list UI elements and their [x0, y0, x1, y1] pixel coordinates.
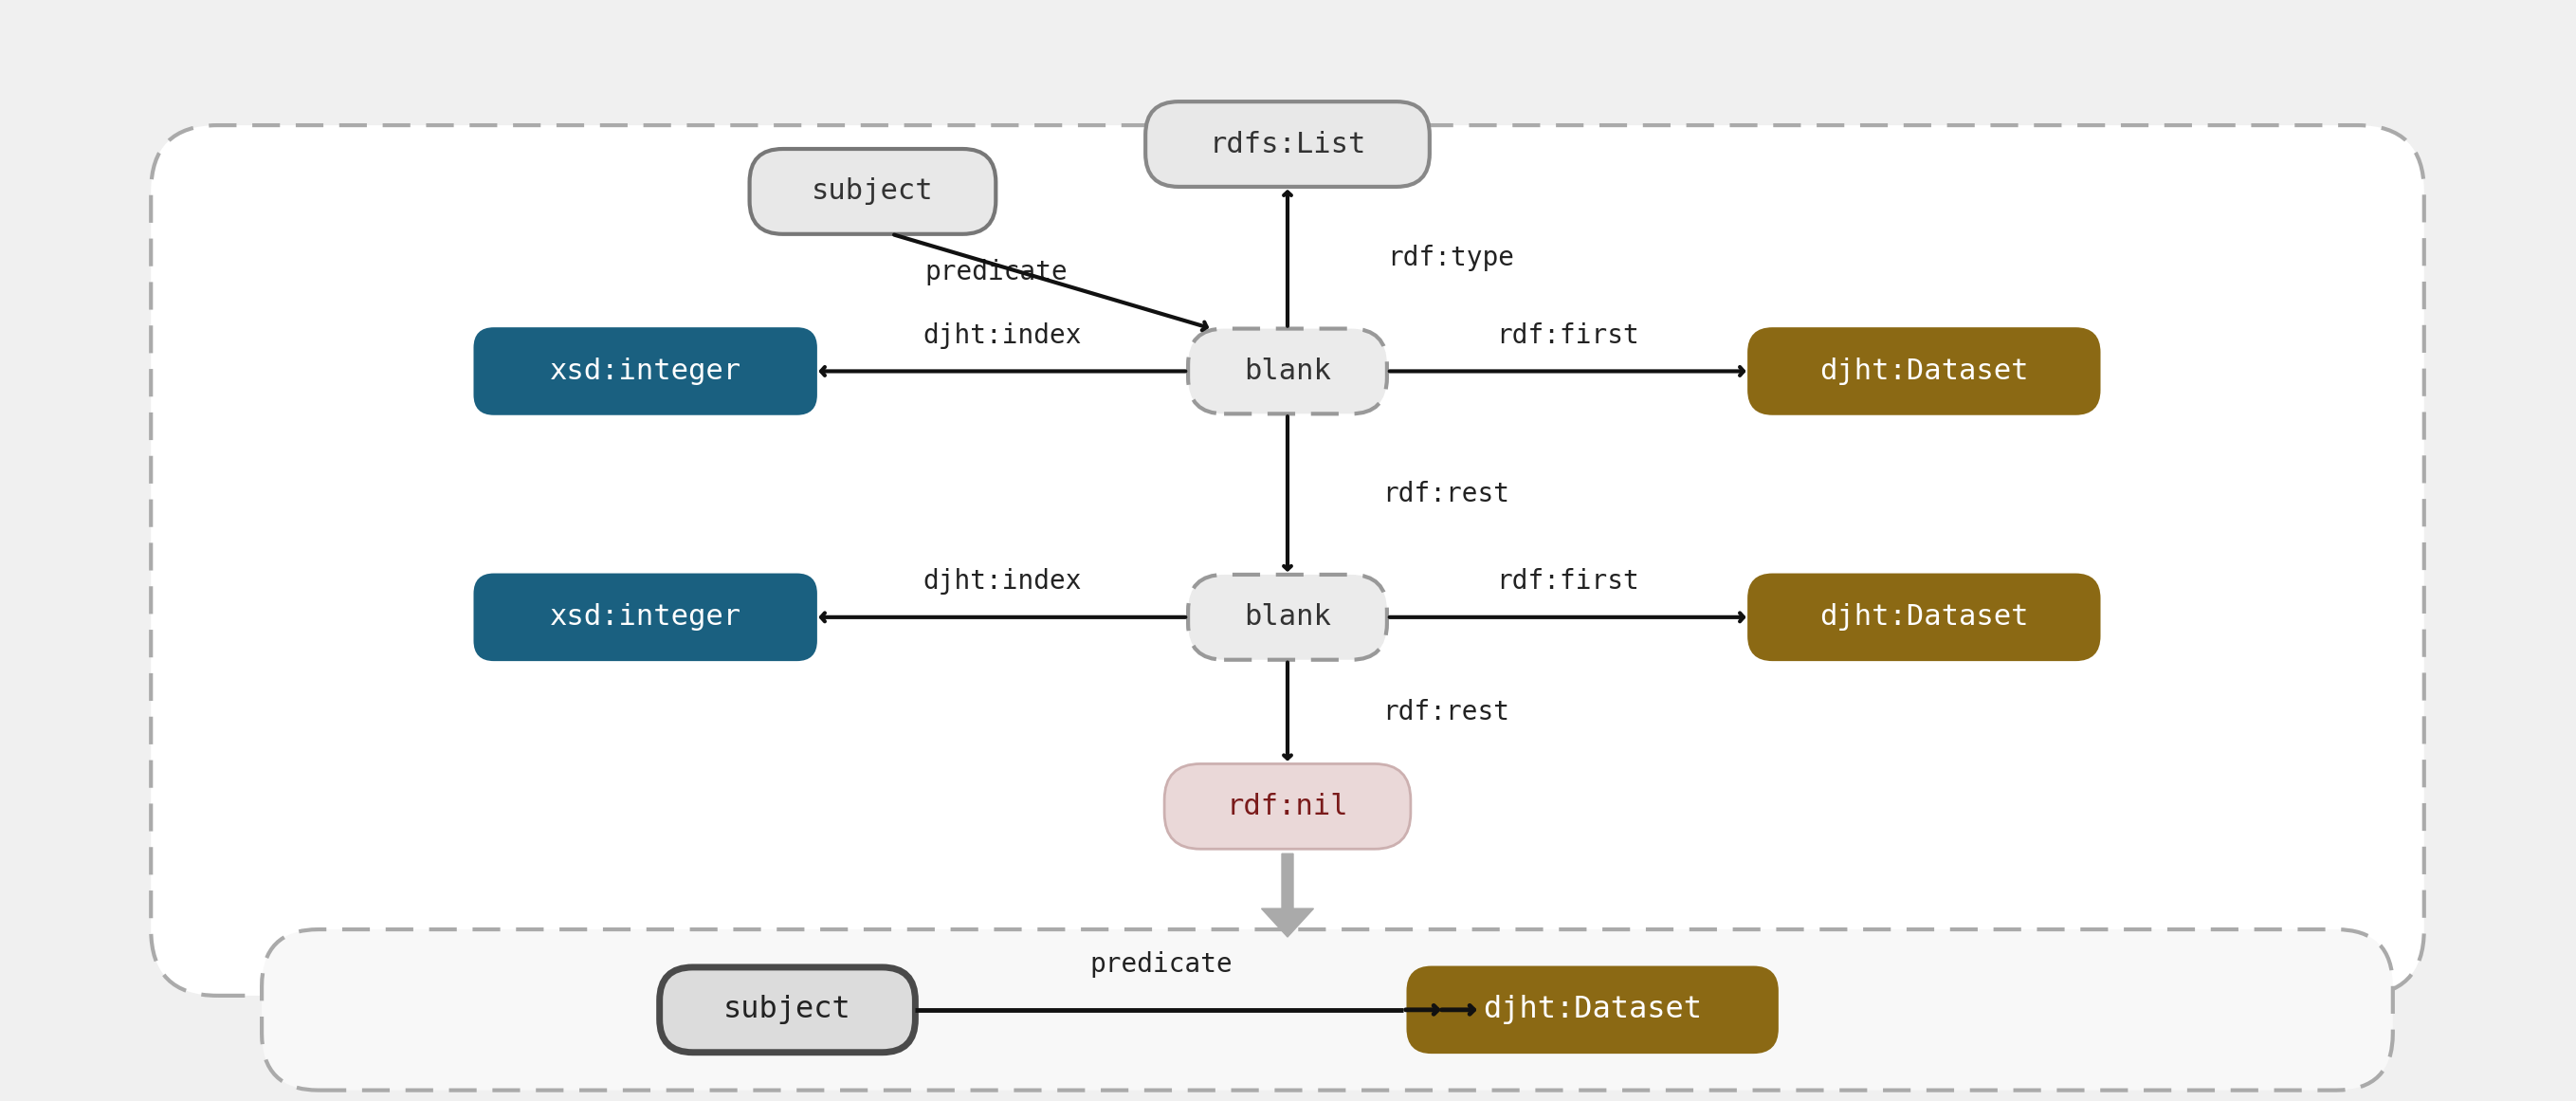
FancyBboxPatch shape: [263, 929, 2393, 1090]
FancyBboxPatch shape: [1164, 764, 1412, 849]
Polygon shape: [1262, 853, 1314, 937]
Text: xsd:integer: xsd:integer: [549, 603, 742, 631]
FancyBboxPatch shape: [1146, 101, 1430, 187]
Text: predicate: predicate: [1090, 951, 1234, 978]
FancyBboxPatch shape: [1749, 575, 2099, 659]
Text: djht:index: djht:index: [922, 568, 1082, 595]
FancyBboxPatch shape: [1749, 329, 2099, 414]
Text: blank: blank: [1244, 358, 1332, 385]
Text: rdf:rest: rdf:rest: [1383, 481, 1510, 508]
Text: subject: subject: [724, 995, 850, 1025]
Text: rdfs:List: rdfs:List: [1208, 130, 1365, 157]
Text: predicate: predicate: [925, 259, 1066, 285]
Text: rdf:first: rdf:first: [1497, 568, 1638, 595]
Text: djht:Dataset: djht:Dataset: [1819, 358, 2027, 385]
Text: rdf:rest: rdf:rest: [1383, 698, 1510, 726]
FancyBboxPatch shape: [474, 329, 817, 414]
Text: rdf:type: rdf:type: [1386, 244, 1515, 271]
FancyBboxPatch shape: [1188, 575, 1386, 659]
FancyBboxPatch shape: [1409, 968, 1777, 1053]
FancyBboxPatch shape: [474, 575, 817, 659]
FancyBboxPatch shape: [659, 968, 914, 1053]
Text: djht:Dataset: djht:Dataset: [1484, 995, 1703, 1025]
Text: xsd:integer: xsd:integer: [549, 358, 742, 385]
Text: djht:Dataset: djht:Dataset: [1819, 603, 2027, 631]
Text: subject: subject: [811, 177, 933, 205]
Text: blank: blank: [1244, 603, 1332, 631]
Text: djht:index: djht:index: [922, 321, 1082, 349]
FancyBboxPatch shape: [1188, 329, 1386, 414]
FancyBboxPatch shape: [750, 149, 997, 235]
Text: rdf:nil: rdf:nil: [1226, 793, 1347, 820]
Text: rdf:first: rdf:first: [1497, 321, 1638, 349]
FancyBboxPatch shape: [152, 126, 2424, 995]
